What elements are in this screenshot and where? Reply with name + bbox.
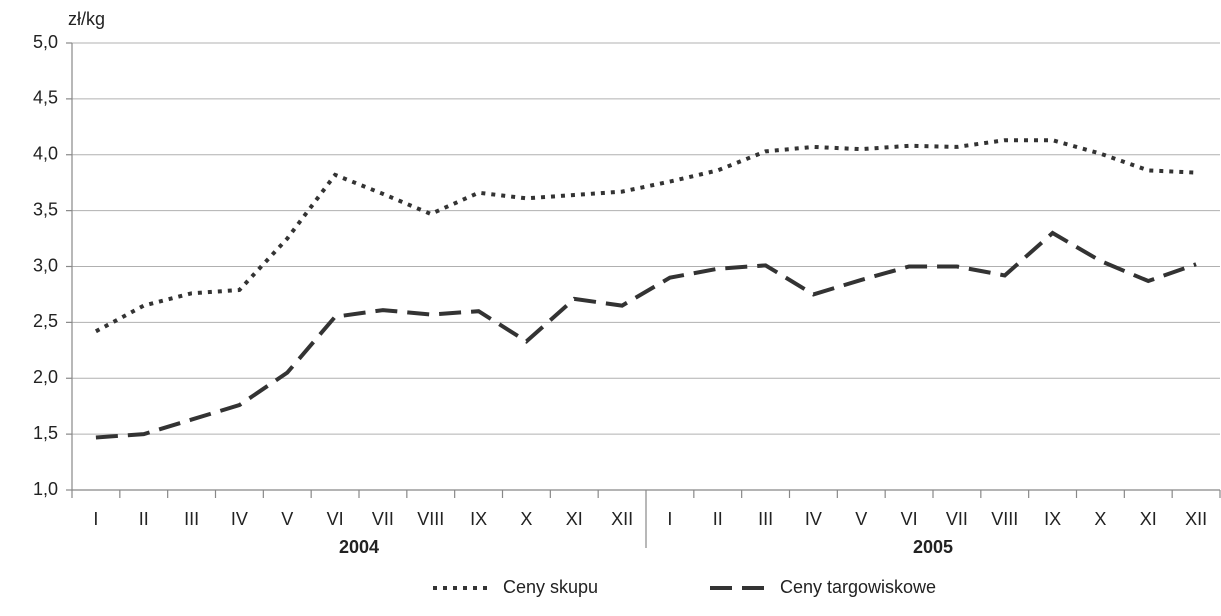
x-tick-label: X	[520, 509, 532, 529]
series-line	[95, 230, 1197, 440]
legend-label: Ceny targowiskowe	[780, 577, 936, 597]
y-tick-label: 2,5	[33, 311, 58, 331]
x-tick-label: I	[93, 509, 98, 529]
x-tick-label: XI	[1140, 509, 1157, 529]
x-tick-label: II	[713, 509, 723, 529]
x-tick-label: III	[184, 509, 199, 529]
y-tick-label: 4,5	[33, 88, 58, 108]
x-tick-label: XI	[566, 509, 583, 529]
x-tick-label: I	[667, 509, 672, 529]
x-tick-label: X	[1094, 509, 1106, 529]
group-label: 2005	[913, 537, 953, 557]
x-tick-label: IX	[470, 509, 487, 529]
x-tick-label: V	[281, 509, 293, 529]
x-tick-label: VIII	[417, 509, 444, 529]
x-tick-label: IV	[805, 509, 822, 529]
x-tick-label: VI	[901, 509, 918, 529]
x-tick-label: IV	[231, 509, 248, 529]
series-line	[94, 138, 1197, 334]
x-tick-label: XII	[611, 509, 633, 529]
y-tick-label: 3,0	[33, 255, 58, 275]
group-label: 2004	[339, 537, 379, 557]
y-tick-label: 2,0	[33, 367, 58, 387]
y-unit: zł/kg	[68, 9, 105, 29]
x-tick-label: XII	[1185, 509, 1207, 529]
y-tick-label: 5,0	[33, 32, 58, 52]
x-tick-label: III	[758, 509, 773, 529]
x-tick-label: IX	[1044, 509, 1061, 529]
y-tick-label: 3,5	[33, 199, 58, 219]
x-tick-label: VIII	[991, 509, 1018, 529]
x-tick-label: VII	[946, 509, 968, 529]
y-tick-label: 4,0	[33, 144, 58, 164]
y-tick-label: 1,0	[33, 479, 58, 499]
x-tick-label: II	[139, 509, 149, 529]
y-tick-label: 1,5	[33, 423, 58, 443]
legend-label: Ceny skupu	[503, 577, 598, 597]
x-tick-label: V	[855, 509, 867, 529]
x-tick-label: VI	[327, 509, 344, 529]
x-tick-label: VII	[372, 509, 394, 529]
